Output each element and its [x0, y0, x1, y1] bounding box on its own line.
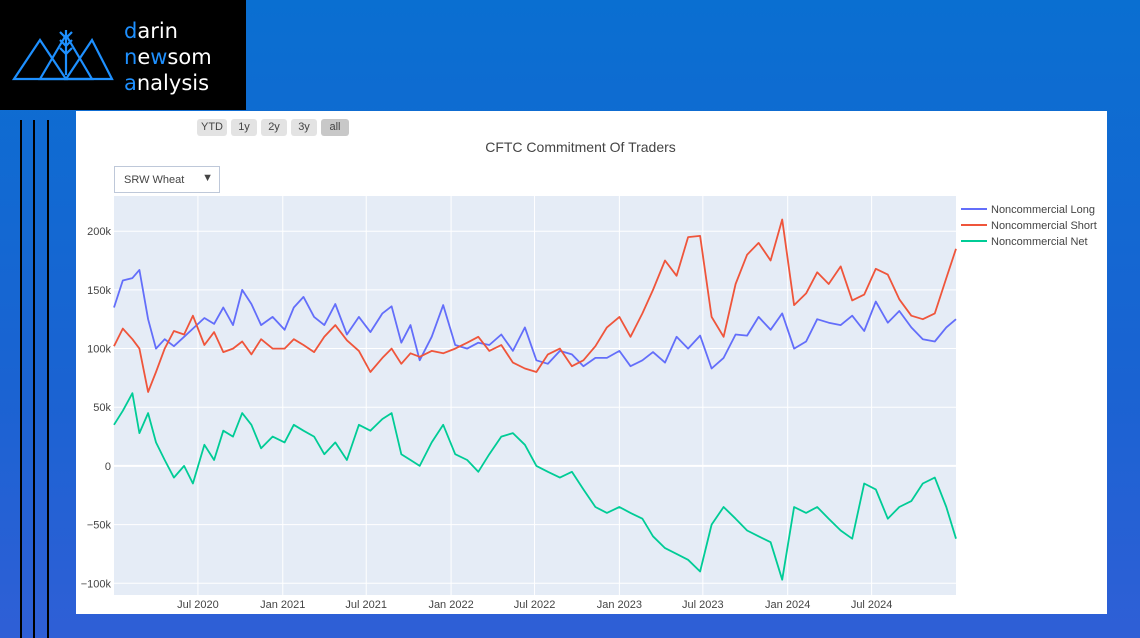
dropdown-value: SRW Wheat: [124, 174, 185, 186]
decor-stripe: [47, 120, 49, 638]
range-button-ytd[interactable]: YTD: [197, 119, 227, 136]
x-tick-label: Jan 2024: [765, 599, 810, 611]
x-tick-label: Jan 2023: [597, 599, 642, 611]
y-tick-label: 50k: [93, 402, 111, 414]
y-tick-label: 150k: [87, 285, 111, 297]
range-button-all[interactable]: all: [321, 119, 349, 136]
chart-title: CFTC Commitment Of Traders: [485, 139, 676, 155]
brand-wordmark: darin newsom analysis: [124, 19, 212, 95]
brand-logo: darin newsom analysis: [0, 0, 246, 110]
x-tick-label: Jul 2020: [177, 599, 219, 611]
decor-stripe: [33, 120, 35, 638]
y-tick-label: 200k: [87, 226, 111, 238]
y-tick-label: 0: [105, 461, 111, 473]
x-tick-label: Jul 2024: [851, 599, 893, 611]
y-tick-label: −100k: [81, 578, 112, 590]
x-tick-label: Jan 2022: [428, 599, 473, 611]
legend-entry: Noncommercial Net: [991, 236, 1088, 248]
line-chart: Jul 2020 Jan 2021 Jul 2021 Jan 2022 Jul 2022…: [81, 196, 1097, 611]
series-line-noncommercial-short: [113, 218, 957, 393]
decor-stripe: [20, 120, 22, 638]
y-tick-label: −50k: [87, 520, 112, 532]
caret-down-icon: ▼: [202, 172, 213, 184]
y-tick-label: 100k: [87, 344, 111, 356]
x-tick-label: Jul 2021: [345, 599, 387, 611]
x-tick-label: Jul 2022: [514, 599, 556, 611]
range-button-2y[interactable]: 2y: [261, 119, 287, 136]
range-button-1y[interactable]: 1y: [231, 119, 257, 136]
mountain-logo-icon: [11, 30, 114, 81]
chart-panel: YTD 1y 2y 3y all CFTC Commitment Of Trad…: [76, 111, 1107, 614]
legend-entry: Noncommercial Short: [991, 220, 1097, 232]
x-tick-label: Jul 2023: [682, 599, 724, 611]
series-line-noncommercial-net: [113, 392, 957, 581]
commodity-dropdown[interactable]: SRW Wheat ▼: [114, 166, 220, 193]
series-line-noncommercial-long: [113, 268, 957, 370]
legend-entry: Noncommercial Long: [991, 204, 1095, 216]
x-tick-label: Jan 2021: [260, 599, 305, 611]
range-button-3y[interactable]: 3y: [291, 119, 317, 136]
